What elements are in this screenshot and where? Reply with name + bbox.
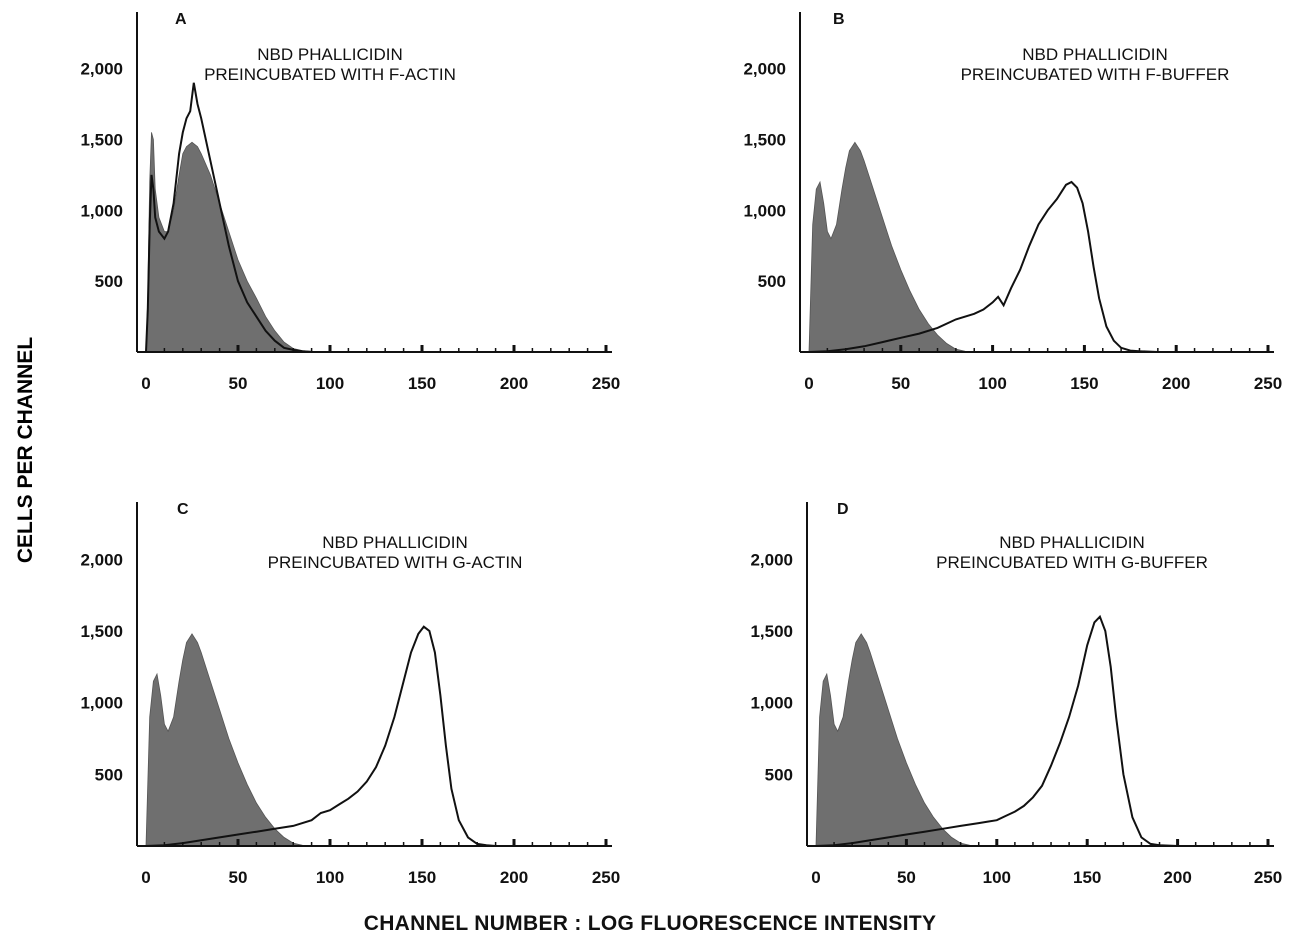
y-tick-label: 1,500 [743,131,786,150]
y-tick-label: 1,500 [80,131,123,150]
y-tick-label: 2,000 [80,550,123,569]
x-tick-label: 50 [229,374,248,393]
x-tick-label: 250 [1254,374,1282,393]
x-tick-label: 250 [592,374,620,393]
y-tick-label: 1,000 [80,201,123,220]
panel-letter: B [833,11,845,28]
series-line-b [808,180,1268,353]
panel-title: PREINCUBATED WITH F-BUFFER [961,65,1230,84]
y-axis-label-container: CELLS PER CHANNEL [4,190,44,710]
x-tick-label: 0 [141,868,150,887]
x-tick-label: 200 [500,868,528,887]
x-tick-label: 100 [983,868,1011,887]
panel-title: NBD PHALLICIDIN [1022,45,1167,64]
panel-title: PREINCUBATED WITH F-ACTIN [204,65,456,84]
panel-title: NBD PHALLICIDIN [257,45,402,64]
x-tick-label: 50 [891,374,910,393]
y-tick-label: 500 [765,765,793,784]
y-tick-label: 1,500 [750,622,793,641]
series-line-a [145,82,330,353]
y-tick-label: 2,000 [743,60,786,79]
y-tick-label: 1,000 [743,201,786,220]
x-tick-label: 200 [1162,374,1190,393]
panel-letter: D [837,501,849,518]
series-filled-c [145,633,312,847]
x-tick-label: 250 [592,868,620,887]
x-tick-label: 100 [316,868,344,887]
x-tick-label: 250 [1254,868,1282,887]
y-tick-label: 500 [95,765,123,784]
y-tick-label: 2,000 [750,550,793,569]
y-tick-label: 500 [95,272,123,291]
series-filled-a [145,132,330,353]
x-tick-label: 200 [500,374,528,393]
x-tick-label: 150 [1073,868,1101,887]
series-line-d [815,614,1268,847]
panel-title: PREINCUBATED WITH G-ACTIN [268,553,523,572]
x-tick-label: 100 [316,374,344,393]
y-axis-label: CELLS PER CHANNEL [14,337,37,564]
panel-title: NBD PHALLICIDIN [999,533,1144,552]
x-axis-label: CHANNEL NUMBER : LOG FLUORESCENCE INTENS… [363,912,937,935]
y-tick-label: 500 [758,272,786,291]
panel-b: 0 50 100 150 200 250 500 1,000 1,500 2,000 B NBD PH… [743,11,1282,393]
x-tick-label: 50 [229,868,248,887]
panel-title: PREINCUBATED WITH G-BUFFER [936,553,1208,572]
x-tick-label: 0 [141,374,150,393]
x-tick-label: 200 [1163,868,1191,887]
x-tick-label: 0 [804,374,813,393]
x-tick-label: 150 [408,374,436,393]
series-filled-d [815,633,979,847]
panel-title: NBD PHALLICIDIN [322,533,467,552]
panel-letter: A [175,11,187,28]
x-tick-label: 150 [408,868,436,887]
panel-letter: C [177,501,189,518]
y-tick-label: 1,000 [750,694,793,713]
series-filled-b [808,141,975,353]
panel-a: 0 50 100 150 200 250 500 1,000 1,500 2,000 A NBD PH… [80,11,620,393]
panel-c: 0 50 100 150 200 250 500 1,000 1,500 2,000 C NBD PH… [80,501,620,887]
y-tick-label: 1,000 [80,694,123,713]
x-tick-label: 50 [897,868,916,887]
x-tick-label: 0 [811,868,820,887]
x-tick-label: 150 [1070,374,1098,393]
y-tick-label: 2,000 [80,60,123,79]
series-line-c [145,625,606,847]
panel-d: 0 50 100 150 200 250 500 1,000 1,500 2,000 D NBD PH… [750,501,1282,887]
y-tick-label: 1,500 [80,622,123,641]
x-tick-label: 100 [978,374,1006,393]
